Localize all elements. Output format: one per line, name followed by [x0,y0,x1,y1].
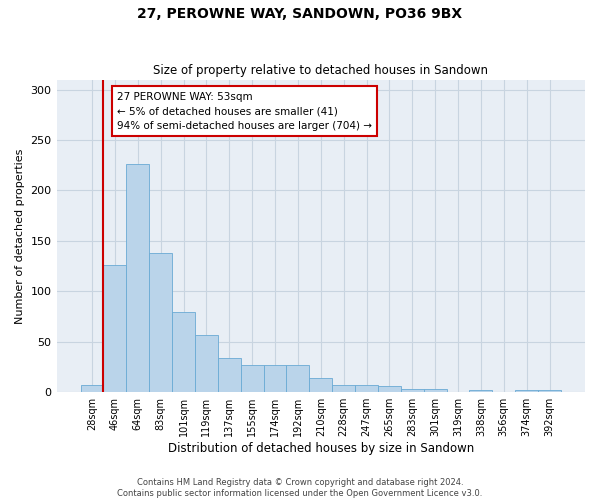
Bar [263,365,286,392]
Text: Contains HM Land Registry data © Crown copyright and database right 2024.
Contai: Contains HM Land Registry data © Crown c… [118,478,482,498]
Bar [424,389,446,392]
X-axis label: Distribution of detached houses by size in Sandown: Distribution of detached houses by size … [167,442,474,455]
Bar [469,390,493,392]
Text: 27 PEROWNE WAY: 53sqm
← 5% of detached houses are smaller (41)
94% of semi-detac: 27 PEROWNE WAY: 53sqm ← 5% of detached h… [117,92,372,132]
Bar [538,390,561,392]
Bar [80,385,103,392]
Bar [218,358,241,392]
Y-axis label: Number of detached properties: Number of detached properties [15,148,25,324]
Bar [355,385,378,392]
Bar [241,365,263,392]
Bar [103,265,127,392]
Bar [378,386,401,392]
Text: 27, PEROWNE WAY, SANDOWN, PO36 9BX: 27, PEROWNE WAY, SANDOWN, PO36 9BX [137,8,463,22]
Title: Size of property relative to detached houses in Sandown: Size of property relative to detached ho… [153,64,488,77]
Bar [310,378,332,392]
Bar [149,253,172,392]
Bar [515,390,538,392]
Bar [195,334,218,392]
Bar [127,164,149,392]
Bar [286,365,310,392]
Bar [401,389,424,392]
Bar [172,312,195,392]
Bar [332,385,355,392]
